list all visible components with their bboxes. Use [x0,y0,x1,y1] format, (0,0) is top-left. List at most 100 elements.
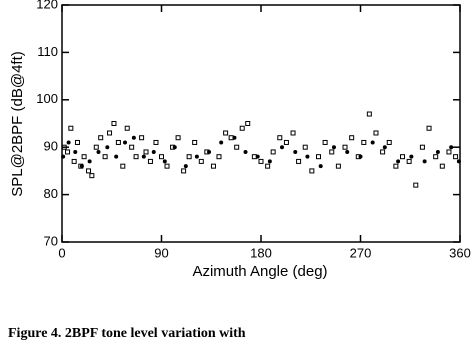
point [183,164,188,169]
point [277,135,283,141]
point [87,159,92,164]
point [153,139,159,145]
x-tick-label: 180 [250,245,272,260]
point [439,163,445,169]
point [192,139,198,145]
point [270,149,276,155]
point [361,139,367,145]
point [243,149,248,154]
point [245,121,251,126]
point [396,159,401,164]
point [232,135,237,140]
point [435,149,440,154]
point [81,154,87,160]
x-tick-label: 0 [58,245,65,260]
point [133,154,139,160]
point [66,140,71,145]
point [98,135,104,141]
point [223,130,229,136]
y-tick-label: 110 [37,44,58,59]
point [453,154,459,160]
point [61,144,67,150]
point [283,139,289,145]
point [296,158,302,164]
point [207,149,212,154]
point [74,139,80,145]
point [186,154,192,160]
y-tick-label: 100 [36,91,58,106]
point [393,163,399,169]
point [131,135,136,140]
point [105,145,110,150]
point [258,158,264,164]
point [159,154,164,160]
point [239,125,245,131]
point [386,139,392,145]
point [413,182,419,188]
point [305,154,310,159]
y-axis-label: SPL@2BPF (dB@4ft) [9,51,26,197]
point [175,135,181,141]
point [422,159,427,164]
point [68,125,74,131]
point [151,149,156,154]
point [143,149,149,155]
point [409,154,414,159]
y-tick-label: 80 [44,186,58,201]
point [345,149,350,154]
point [79,164,84,169]
point [406,158,412,164]
point [380,149,386,155]
point [219,140,224,145]
point [111,121,117,126]
point [164,163,170,169]
point [86,168,92,174]
point [114,154,119,159]
x-tick-label: 90 [154,245,168,260]
point [147,158,153,164]
point [419,144,425,150]
point [234,144,240,150]
point [322,139,328,145]
x-tick-label: 360 [449,245,471,260]
point [449,145,454,150]
point [315,154,321,160]
point [342,144,348,150]
point [107,130,113,136]
plot-frame [61,4,461,243]
point [61,154,66,159]
point [123,140,128,145]
point [349,135,355,141]
point [331,145,336,150]
y-tick-label: 120 [36,0,58,11]
point [446,149,452,155]
y-tick-label: 70 [44,233,58,248]
point [309,168,315,174]
point [329,149,335,155]
x-axis-label: Azimuth Angle (deg) [192,263,327,280]
point [102,154,108,160]
point [456,159,461,164]
point [267,159,272,164]
point [293,149,298,154]
point [139,135,145,141]
point [93,144,99,150]
point [302,144,308,150]
point [255,154,260,159]
point [265,163,271,169]
point [335,163,341,169]
point [290,130,296,136]
point [124,125,130,131]
point [65,149,71,155]
point [89,173,95,179]
point [172,145,177,150]
x-tick-label: 270 [350,245,372,260]
caption: Figure 4. 2BPF tone level variation with [8,326,246,341]
point [115,139,121,145]
point [141,154,146,159]
point [210,163,216,169]
point [71,158,77,164]
point [120,163,126,169]
y-tick-label: 90 [44,139,58,154]
